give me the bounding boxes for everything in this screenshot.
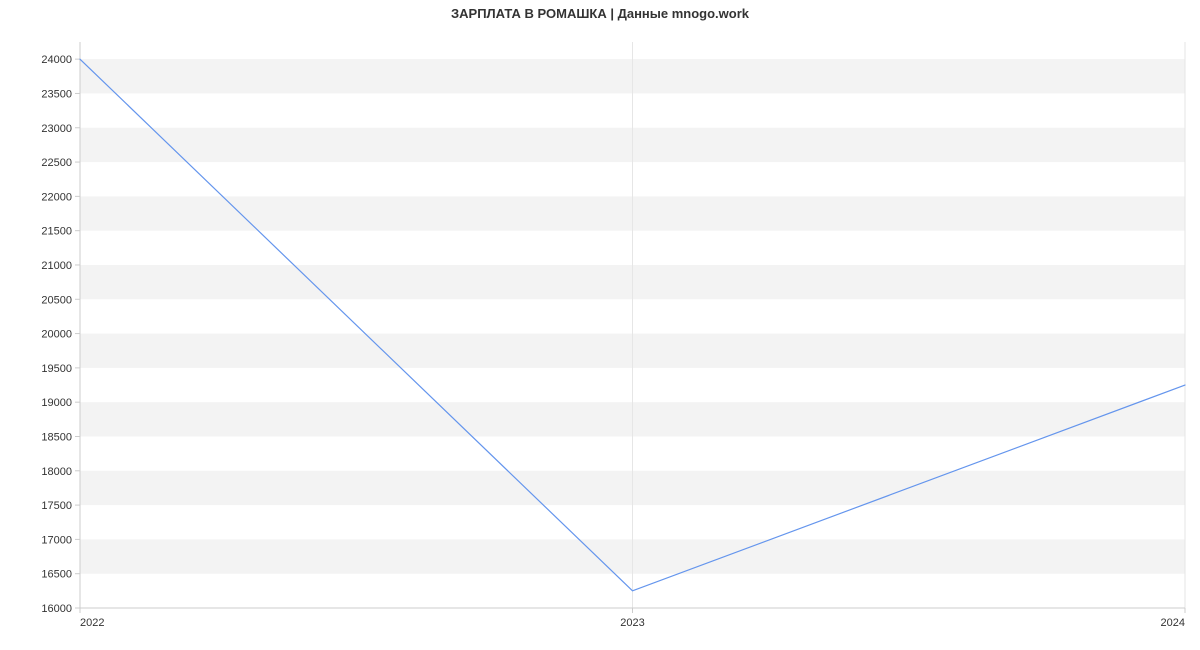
y-tick-label: 20000 [41, 329, 72, 341]
x-tick-label: 2022 [80, 617, 104, 629]
y-tick-label: 21500 [41, 226, 72, 238]
x-tick-label: 2024 [1161, 617, 1185, 629]
y-tick-label: 22000 [41, 191, 72, 203]
y-tick-label: 18500 [41, 431, 72, 443]
y-tick-label: 22500 [41, 157, 72, 169]
y-tick-label: 20500 [41, 294, 72, 306]
chart-svg: 16000 16500 17000 17500 18000 18500 19000 19500… [0, 0, 1200, 650]
y-tick-label: 16500 [41, 569, 72, 581]
y-tick-label: 19000 [41, 397, 72, 409]
y-tick-label: 24000 [41, 54, 72, 66]
x-tick-label: 2023 [620, 617, 644, 629]
salary-line-chart: ЗАРПЛАТА В РОМАШКА | Данные mnogo.work 1… [0, 0, 1200, 650]
y-tick-label: 17500 [41, 500, 72, 512]
y-tick-label: 21000 [41, 260, 72, 272]
y-tick-label: 23500 [41, 88, 72, 100]
y-tick-label: 23000 [41, 123, 72, 135]
y-tick-label: 17000 [41, 534, 72, 546]
chart-title: ЗАРПЛАТА В РОМАШКА | Данные mnogo.work [0, 6, 1200, 21]
y-tick-label: 18000 [41, 466, 72, 478]
y-tick-label: 16000 [41, 603, 72, 615]
y-tick-label: 19500 [41, 363, 72, 375]
